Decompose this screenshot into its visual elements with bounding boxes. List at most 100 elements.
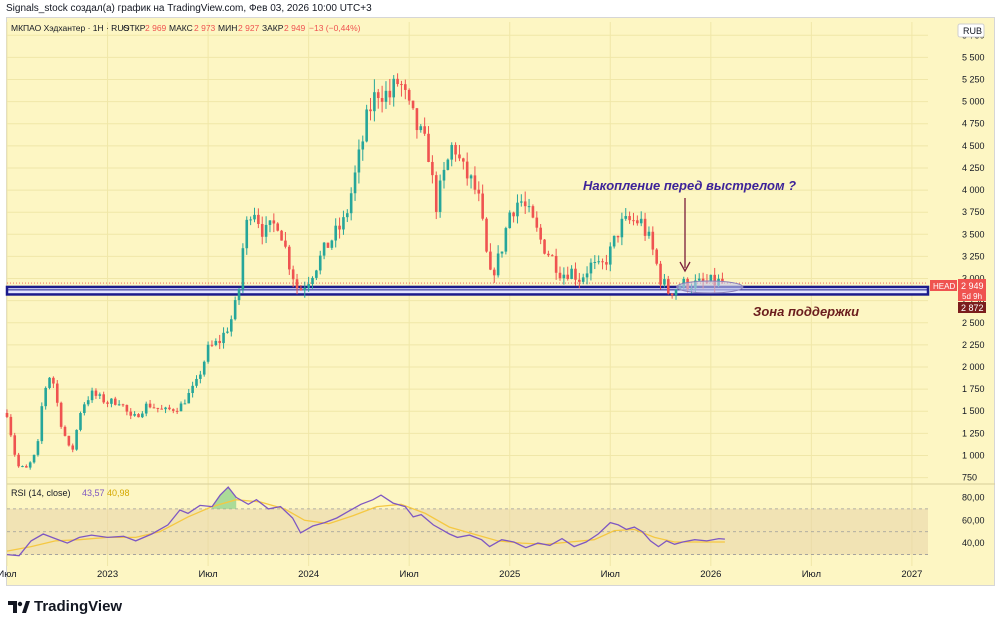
price-tick-label: 1 000 bbox=[962, 450, 985, 460]
legend-change: −13 (−0,44%) bbox=[309, 23, 361, 33]
candle-body bbox=[663, 279, 666, 285]
candle-body bbox=[365, 109, 368, 142]
candle-body bbox=[469, 175, 473, 179]
candle-body bbox=[79, 413, 82, 430]
candle-body bbox=[346, 213, 349, 218]
candle-body bbox=[86, 400, 90, 405]
candle-body bbox=[28, 462, 32, 468]
candle-body bbox=[516, 202, 519, 217]
candle-body bbox=[102, 394, 105, 403]
candle-body bbox=[106, 402, 109, 404]
candle-body bbox=[485, 218, 488, 252]
candle-body bbox=[25, 466, 28, 468]
candle-body bbox=[241, 248, 245, 290]
rsi-tick-label: 60,00 bbox=[962, 515, 985, 525]
candle-body bbox=[311, 277, 314, 285]
candle-body bbox=[481, 193, 484, 219]
candle-body bbox=[411, 100, 415, 109]
candle-body bbox=[674, 289, 678, 296]
candle-body bbox=[40, 406, 44, 442]
price-tick-label: 2 250 bbox=[962, 340, 985, 350]
candle-body bbox=[17, 454, 20, 467]
candle-body bbox=[113, 398, 117, 405]
candle-body bbox=[415, 108, 419, 131]
candle-body bbox=[589, 262, 593, 274]
candle-body bbox=[570, 268, 573, 279]
time-tick-label: Июл bbox=[802, 569, 821, 580]
candle-body bbox=[226, 331, 229, 333]
price-tick-label: 1 750 bbox=[962, 384, 985, 394]
candle-body bbox=[303, 287, 307, 291]
candle-body bbox=[666, 279, 670, 294]
candle-body bbox=[508, 212, 512, 229]
candle-body bbox=[392, 78, 396, 98]
candle-body bbox=[137, 414, 140, 418]
legend-close-label: ЗАКР bbox=[262, 23, 284, 33]
candle-body bbox=[13, 435, 17, 455]
candle-body bbox=[458, 154, 461, 159]
candle-body bbox=[616, 235, 620, 238]
candle-body bbox=[438, 180, 442, 212]
tradingview-logo: TradingView bbox=[8, 598, 122, 615]
author-line: Signals_stock создал(а) график на Tradin… bbox=[6, 3, 372, 14]
candle-body bbox=[578, 279, 581, 282]
price-tick-label: 5 500 bbox=[962, 52, 985, 62]
legend-low-value: 2 927 bbox=[238, 23, 260, 33]
candle-body bbox=[419, 126, 423, 131]
candle-body bbox=[357, 149, 361, 173]
candle-body bbox=[67, 435, 71, 446]
candle-body bbox=[94, 390, 98, 396]
candle-body bbox=[701, 278, 705, 282]
candle-body bbox=[593, 262, 597, 264]
accumulation-ellipse bbox=[676, 280, 744, 294]
time-tick-label: Июл bbox=[601, 569, 620, 580]
candle-body bbox=[427, 133, 430, 162]
candle-body bbox=[431, 161, 434, 176]
price-tick-label: 3 000 bbox=[962, 274, 985, 284]
time-tick-label: 2027 bbox=[901, 569, 922, 580]
chart-frame bbox=[6, 17, 995, 586]
time-tick-label: Июл bbox=[198, 569, 217, 580]
candle-body bbox=[257, 214, 260, 224]
candle-body bbox=[450, 144, 454, 160]
candle-body bbox=[462, 158, 465, 162]
candle-body bbox=[191, 385, 194, 394]
candle-body bbox=[605, 262, 608, 265]
candle-body bbox=[349, 193, 353, 214]
candle-body bbox=[434, 175, 438, 212]
candle-body bbox=[121, 404, 125, 406]
candle-body bbox=[117, 404, 121, 406]
candle-body bbox=[272, 220, 276, 224]
candle-body bbox=[423, 126, 426, 134]
candle-body bbox=[628, 216, 631, 221]
candle-body bbox=[233, 300, 237, 320]
candle-body bbox=[326, 242, 330, 248]
candle-body bbox=[547, 253, 550, 256]
candle-body bbox=[554, 255, 558, 273]
candle-body bbox=[632, 220, 635, 222]
zone-price-tag bbox=[958, 302, 986, 313]
rsi-pane: RSI (14, close) 43,57 40,98 bbox=[6, 486, 928, 557]
legend-low-label: МИН bbox=[218, 23, 237, 33]
candle-body bbox=[539, 227, 542, 240]
candle-body bbox=[245, 219, 249, 249]
candle-body bbox=[612, 235, 616, 247]
currency-box bbox=[957, 23, 985, 38]
rsi-label: RSI (14, close) bbox=[11, 488, 71, 498]
candle-body bbox=[75, 429, 78, 450]
price-tick-label: 2 500 bbox=[962, 318, 985, 328]
candle-body bbox=[322, 242, 326, 256]
candle-body bbox=[164, 407, 167, 410]
last-price-tag bbox=[958, 279, 986, 301]
support-label: Зона поддержки bbox=[753, 304, 859, 319]
price-tick-label: 3 500 bbox=[962, 229, 985, 239]
candle-body bbox=[376, 92, 380, 99]
candle-body bbox=[183, 403, 187, 405]
candle-body bbox=[562, 274, 566, 279]
candle-body bbox=[636, 220, 639, 224]
candle-body bbox=[229, 319, 233, 332]
rsi-ma-value: 40,98 bbox=[107, 488, 130, 498]
candle-body bbox=[59, 402, 63, 427]
